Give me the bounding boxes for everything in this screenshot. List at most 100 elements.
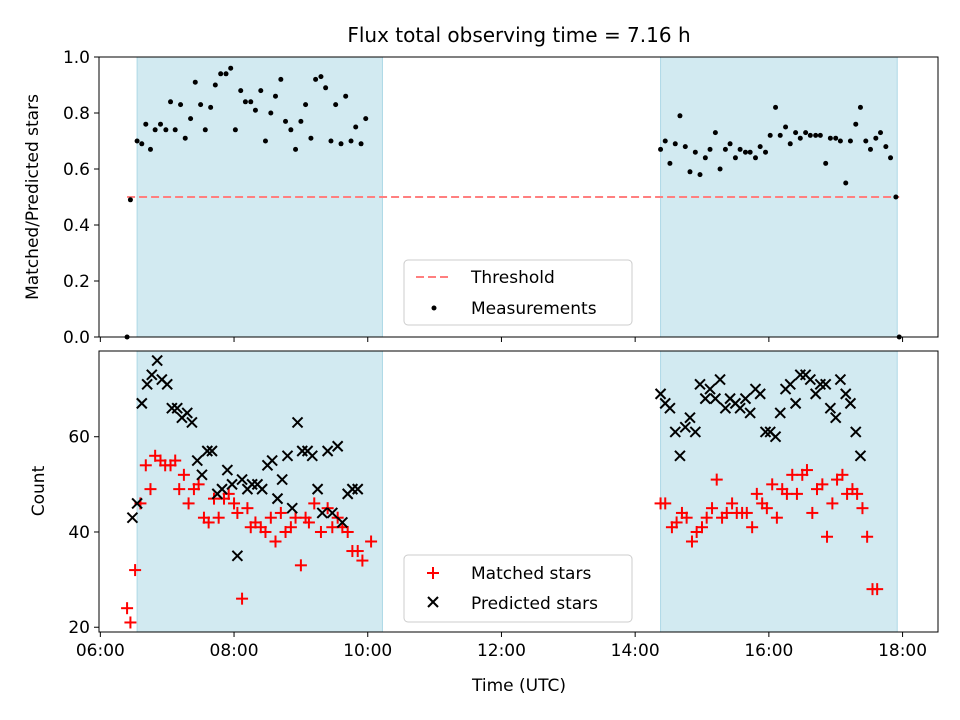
ratio-panel-legend: Threshold Measurements xyxy=(403,259,633,326)
predicted-point-b xyxy=(834,373,847,386)
measurement-point-37 xyxy=(308,135,314,141)
predicted-point-b xyxy=(271,492,284,505)
matched-point-11 xyxy=(173,483,186,496)
matched-point-56 xyxy=(685,535,698,548)
predicted-point-9 xyxy=(171,402,183,414)
measurement-point-7 xyxy=(158,121,164,127)
matched-point-39 xyxy=(308,497,321,510)
measurement-point-31 xyxy=(278,76,284,82)
ratio-panel-legend-box xyxy=(403,259,633,326)
predicted-point-37 xyxy=(311,483,324,495)
matched-point-18 xyxy=(207,492,220,505)
predicted-point-85 xyxy=(850,426,862,438)
predicted-point-b xyxy=(840,388,852,400)
measurement-point-67 xyxy=(747,149,753,155)
matched-point-40 xyxy=(314,525,327,538)
matched-point-71 xyxy=(760,502,773,515)
measurement-point-95 xyxy=(888,155,894,161)
predicted-point-42 xyxy=(336,516,349,529)
predicted-point-28 xyxy=(266,454,278,467)
predicted-point-0 xyxy=(126,511,139,524)
matched-point-91 xyxy=(861,530,874,543)
measurement-point-3 xyxy=(139,141,145,147)
predicted-point-b xyxy=(699,392,712,405)
count-panel-points xyxy=(121,354,884,629)
measurement-point-40 xyxy=(323,85,329,91)
predicted-point-38 xyxy=(316,507,328,519)
predicted-point-29 xyxy=(271,492,284,505)
y-tick-label: 40 xyxy=(68,523,90,543)
predicted-point-21 xyxy=(231,550,244,562)
matched-point-22 xyxy=(228,497,241,510)
matched-point-83 xyxy=(821,530,834,543)
predicted-point-33 xyxy=(291,416,304,429)
measurement-point-12 xyxy=(182,135,188,141)
predicted-point-41 xyxy=(331,440,344,452)
predicted-point-46 xyxy=(654,388,667,400)
measurement-point-90 xyxy=(863,138,869,144)
matched-point-68 xyxy=(746,521,759,534)
matched-point-1 xyxy=(124,616,137,629)
measurement-point-54 xyxy=(682,144,688,150)
measurement-point-9 xyxy=(168,99,174,105)
measurement-point-57 xyxy=(697,172,703,178)
measurement-point-63 xyxy=(727,141,733,147)
matched-point-89 xyxy=(851,487,864,500)
ratio-panel: 0.0 0.2 0.4 0.6 0.8 1.0 Matched/Predicted sta… xyxy=(23,48,939,348)
predicted-point-b xyxy=(266,454,278,467)
predicted-point-52 xyxy=(684,411,696,424)
y-tick-label: 0.8 xyxy=(63,104,90,124)
predicted-point-13 xyxy=(191,454,203,467)
measurement-point-50 xyxy=(662,138,668,144)
predicted-point-b xyxy=(286,502,298,514)
measurement-point-46 xyxy=(353,124,359,130)
measurement-point-2 xyxy=(134,138,140,144)
matched-point-19 xyxy=(212,511,225,524)
predicted-point-b xyxy=(321,445,334,457)
measurement-point-42 xyxy=(333,102,339,108)
predicted-point-2 xyxy=(136,397,148,410)
predicted-point-b xyxy=(744,407,756,419)
predicted-point-b xyxy=(156,373,168,386)
x-tick-label: 06:00 xyxy=(76,641,125,661)
measurement-point-14 xyxy=(192,79,198,85)
predicted-point-b xyxy=(664,402,676,414)
matched-point-31 xyxy=(269,535,282,548)
y-tick-label: 1.0 xyxy=(63,48,90,68)
predicted-point-70 xyxy=(774,407,786,419)
count-panel-frame xyxy=(98,350,939,633)
ratio-panel-y-ticks: 0.0 0.2 0.4 0.6 0.8 1.0 xyxy=(63,48,99,348)
matched-point-90 xyxy=(856,502,869,515)
measurement-point-13 xyxy=(188,116,194,122)
predicted-point-32 xyxy=(286,502,298,514)
measurement-point-1 xyxy=(127,197,133,203)
measurement-point-59 xyxy=(707,146,713,152)
x-tick-label: 12:00 xyxy=(477,641,526,661)
predicted-point-12 xyxy=(186,416,198,429)
predicted-point-58 xyxy=(714,373,726,386)
predicted-point-b xyxy=(151,354,163,367)
matched-point-51 xyxy=(659,497,672,510)
predicted-point-b xyxy=(336,516,349,529)
measurement-point-10 xyxy=(172,127,178,133)
measurement-point-58 xyxy=(702,155,708,161)
predicted-point-82 xyxy=(834,373,847,386)
predicted-point-b xyxy=(352,483,364,495)
measurement-point-49 xyxy=(658,146,664,152)
predicted-point-63 xyxy=(739,392,752,405)
measurement-point-69 xyxy=(757,144,763,150)
predicted-point-b xyxy=(719,402,732,414)
predicted-point-69 xyxy=(769,431,782,443)
predicted-point-b xyxy=(850,426,862,438)
measurement-point-20 xyxy=(223,71,229,77)
x-axis-label: Time (UTC) xyxy=(471,676,566,696)
predicted-point-b xyxy=(236,473,248,486)
predicted-point-b xyxy=(136,397,148,410)
measurement-point-6 xyxy=(152,127,158,133)
predicted-point-b xyxy=(764,426,776,438)
predicted-point-b xyxy=(316,507,328,519)
predicted-point-b xyxy=(669,426,681,438)
x-tick-label: 14:00 xyxy=(611,641,660,661)
predicted-point-b xyxy=(311,483,324,495)
measurement-point-80 xyxy=(813,132,819,138)
